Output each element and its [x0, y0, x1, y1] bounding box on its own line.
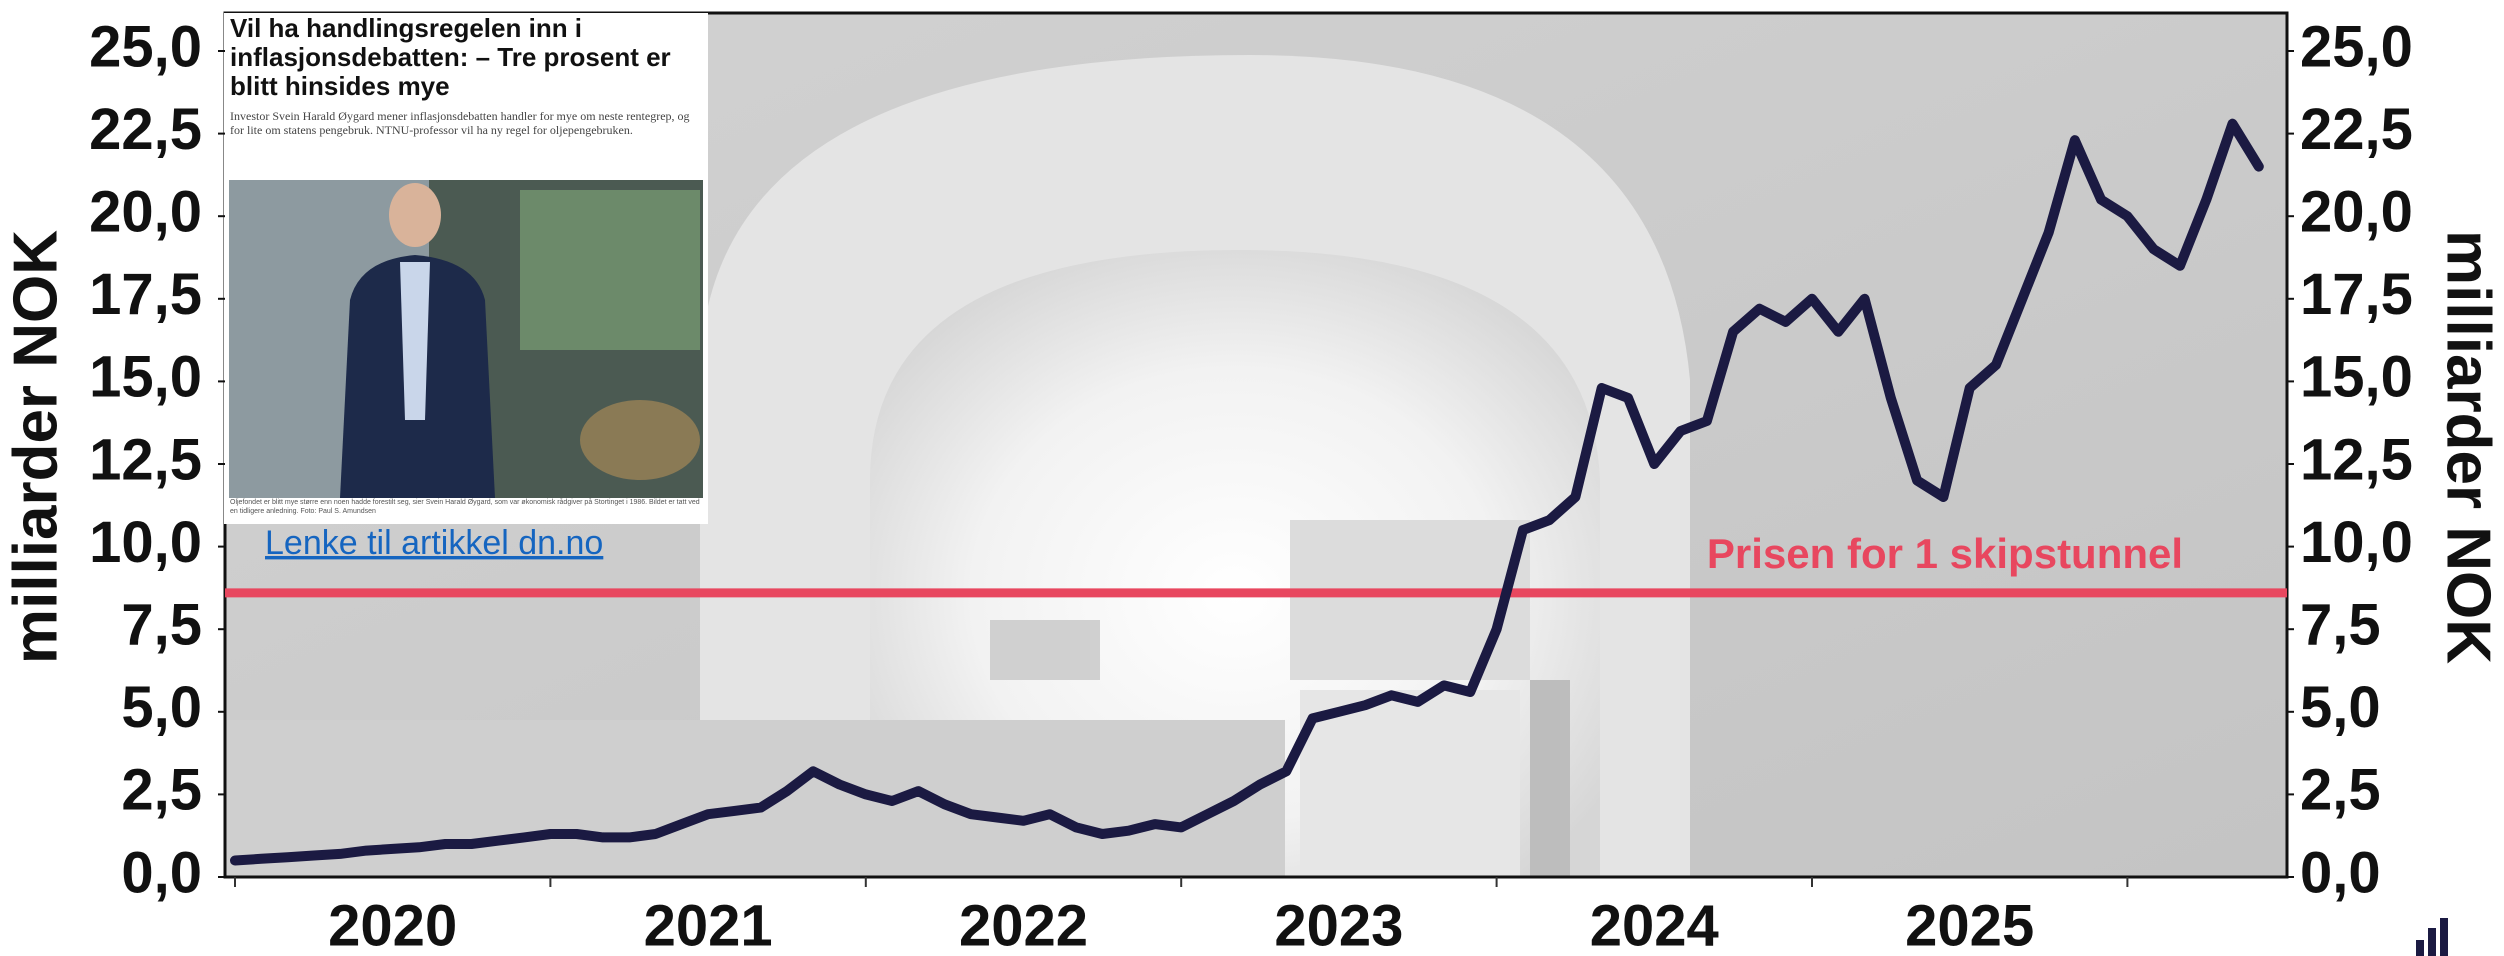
y-tick-label: 5,0 [121, 675, 202, 740]
x-tick-label: 2024 [1590, 893, 1719, 956]
data-line [230, 118, 2264, 866]
article-text: Vil ha handlingsregelen inn i inflasjons… [230, 14, 690, 137]
article-caption: Oljefondet er blitt mye større enn noen … [230, 499, 700, 515]
article-card: Vil ha handlingsregelen inn i inflasjons… [224, 13, 708, 524]
y2-tick-label: 5,0 [2300, 675, 2381, 740]
y-tick-label: 25,0 [89, 14, 202, 79]
y-tick-label: 17,5 [89, 262, 202, 327]
y2-tick-label: 2,5 [2300, 758, 2381, 823]
y-tick-label: 12,5 [89, 427, 202, 492]
article-headline: Vil ha handlingsregelen inn i inflasjons… [230, 14, 671, 101]
y-tick-label: 20,0 [89, 180, 202, 245]
logo [2416, 918, 2448, 956]
y2-tick-label: 15,0 [2300, 345, 2413, 410]
reference-label: Prisen for 1 skipstunnel [1707, 530, 2183, 577]
y2-tick-label: 25,0 [2300, 14, 2413, 79]
article-link[interactable]: Lenke til artikkel dn.no [265, 524, 603, 562]
y-tick-label: 22,5 [89, 97, 202, 162]
y-tick-label: 10,0 [89, 510, 202, 575]
article-photo [229, 180, 703, 498]
y2-tick-label: 22,5 [2300, 97, 2413, 162]
y2-tick-label: 10,0 [2300, 510, 2413, 575]
x-tick-label: 2021 [644, 893, 773, 956]
y2-tick-label: 12,5 [2300, 427, 2413, 492]
x-tick-label: 2022 [959, 893, 1088, 956]
y-tick-label: 7,5 [121, 593, 202, 658]
y-tick-label: 15,0 [89, 345, 202, 410]
y2-axis-title: milliarder NOK [2434, 230, 2503, 664]
x-tick-label: 2020 [328, 893, 457, 956]
article-lede: Investor Svein Harald Øygard mener infla… [230, 109, 690, 137]
y2-tick-label: 0,0 [2300, 840, 2381, 905]
x-tick-label: 2023 [1274, 893, 1403, 956]
x-tick-label: 2025 [1905, 893, 2034, 956]
y2-tick-label: 20,0 [2300, 180, 2413, 245]
y2-tick-label: 7,5 [2300, 593, 2381, 658]
y-tick-label: 0,0 [121, 840, 202, 905]
y-tick-label: 2,5 [121, 758, 202, 823]
background-photo [225, 13, 2287, 877]
y-axis-title: milliarder NOK [1, 230, 70, 664]
y2-tick-label: 17,5 [2300, 262, 2413, 327]
article-caption-box: Oljefondet er blitt mye større enn noen … [230, 499, 700, 515]
